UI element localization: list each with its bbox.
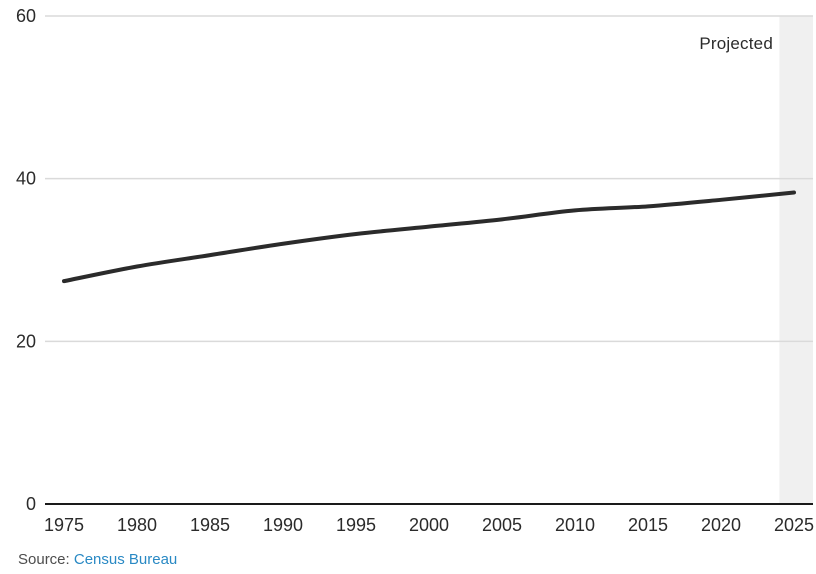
x-tick-label-1980: 1980	[117, 515, 157, 535]
source-line: Source: Census Bureau	[18, 551, 177, 568]
x-tick-label-1995: 1995	[336, 515, 376, 535]
projected-band	[779, 16, 813, 504]
chart-canvas: 0 20 40 60 1975 1980 1985 1990 1995 2000 2005 2010 2…	[16, 6, 814, 535]
y-tick-label-0: 0	[26, 494, 36, 514]
data-line	[62, 190, 796, 284]
x-tick-label-2020: 2020	[701, 515, 741, 535]
y-tick-label-60: 60	[16, 6, 36, 26]
y-tick-label-20: 20	[16, 331, 36, 351]
x-tick-label-1990: 1990	[263, 515, 303, 535]
x-tick-label-2025: 2025	[774, 515, 814, 535]
projected-annotation: Projected	[699, 34, 773, 53]
source-prefix-label: Source:	[18, 551, 70, 568]
x-tick-label-2015: 2015	[628, 515, 668, 535]
x-tick-label-2000: 2000	[409, 515, 449, 535]
source-link[interactable]: Census Bureau	[73, 551, 178, 568]
x-tick-label-2010: 2010	[555, 515, 595, 535]
y-tick-label-40: 40	[16, 169, 36, 189]
x-tick-label-2005: 2005	[482, 515, 522, 535]
x-tick-label-1985: 1985	[190, 515, 230, 535]
x-tick-label-1975: 1975	[44, 515, 84, 535]
